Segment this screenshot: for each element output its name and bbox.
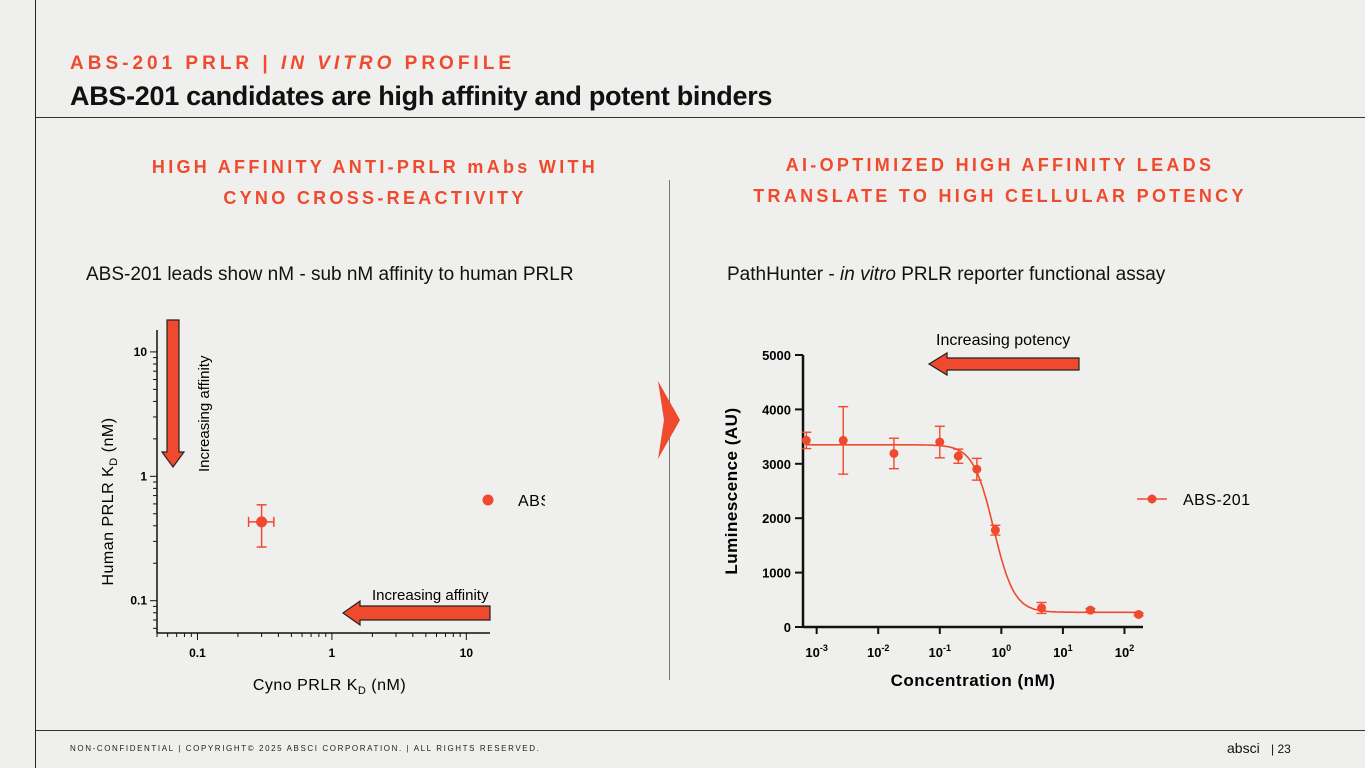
left-frame-line <box>35 0 36 768</box>
right-section-title: AI-OPTIMIZED HIGH AFFINITY LEADS TRANSLA… <box>753 155 1247 206</box>
y-tick-label: 1 <box>140 469 147 483</box>
legend-label: ABS-201 <box>518 493 545 510</box>
data-point <box>1037 603 1047 613</box>
left-subtitle: ABS-201 leads show nM - sub nM affinity … <box>86 264 574 285</box>
header-divider <box>35 117 1365 118</box>
x-tick-label: 0.1 <box>189 646 206 660</box>
data-point <box>972 464 982 474</box>
x-tick-label: 102 <box>1115 643 1134 660</box>
footer-divider <box>35 730 1365 731</box>
legend-marker <box>482 494 494 506</box>
y-tick-label: 4000 <box>762 402 791 417</box>
y-tick-label: 10 <box>134 345 148 359</box>
y-tick-label: 5000 <box>762 348 791 363</box>
data-point <box>1085 605 1095 615</box>
y-tick-label: 3000 <box>762 457 791 472</box>
data-point <box>935 437 945 447</box>
footer-legal: NON-CONFIDENTIAL | COPYRIGHT© 2025 ABSCI… <box>70 744 541 753</box>
x-tick-label: 1 <box>329 646 336 660</box>
x-tick-label: 101 <box>1053 643 1072 660</box>
slide-title: ABS-201 candidates are high affinity and… <box>70 81 773 111</box>
legend-marker <box>1147 494 1157 504</box>
y-axis-label: Human PRLR KD (nM) <box>100 417 120 585</box>
x-tick-label: 10-1 <box>929 643 951 660</box>
potency-arrow-label: Increasing potency <box>936 332 1070 349</box>
x-axis-label: Cyno PRLR KD (nM) <box>253 677 406 697</box>
potency-arrow <box>927 351 1080 377</box>
x-affinity-arrow-label: Increasing affinity <box>372 587 489 604</box>
left-section-title: HIGH AFFINITY ANTI-PRLR mAbs WITH CYNO C… <box>151 157 599 208</box>
data-point <box>801 435 811 445</box>
page-number: | 23 <box>1271 742 1291 756</box>
x-affinity-arrow <box>341 599 491 627</box>
y-tick-label: 1000 <box>762 566 791 581</box>
y-tick-label: 0.1 <box>130 594 147 608</box>
data-point <box>953 451 963 461</box>
absci-logo: absci <box>1227 740 1260 756</box>
x-tick-label: 10-3 <box>805 643 827 660</box>
x-tick-label: 10-2 <box>867 643 889 660</box>
x-tick-label: 10 <box>460 646 474 660</box>
y-axis-label: Luminescence (AU) <box>722 407 741 574</box>
data-point <box>838 435 848 445</box>
data-point <box>256 516 268 528</box>
legend-label: ABS-201 <box>1183 492 1251 509</box>
y-affinity-arrow-label: Increasing affinity <box>196 355 213 472</box>
y-tick-label: 0 <box>784 620 791 635</box>
y-tick-label: 2000 <box>762 511 791 526</box>
data-point <box>1134 609 1144 619</box>
y-affinity-arrow <box>160 319 186 469</box>
data-point <box>889 448 899 458</box>
x-axis-label: Concentration (nM) <box>891 671 1056 690</box>
x-tick-label: 100 <box>992 643 1011 660</box>
slide-kicker: ABS-201 PRLR | IN VITRO PROFILE <box>70 53 515 74</box>
potency-dose-response-chart: 0 1000 2000 3000 4000 5000 10-3 10-2 10-1 100 101 1… <box>722 332 1251 690</box>
affinity-scatter-chart: 0.1 1 10 0.1 1 10 Cyno PRLR KD (nM) Human PRLR … <box>100 319 545 697</box>
chevron-right-icon <box>658 381 680 459</box>
data-point <box>990 525 1000 535</box>
fit-curve <box>806 444 1139 614</box>
right-subtitle: PathHunter - in vitro PRLR reporter func… <box>727 264 1166 285</box>
